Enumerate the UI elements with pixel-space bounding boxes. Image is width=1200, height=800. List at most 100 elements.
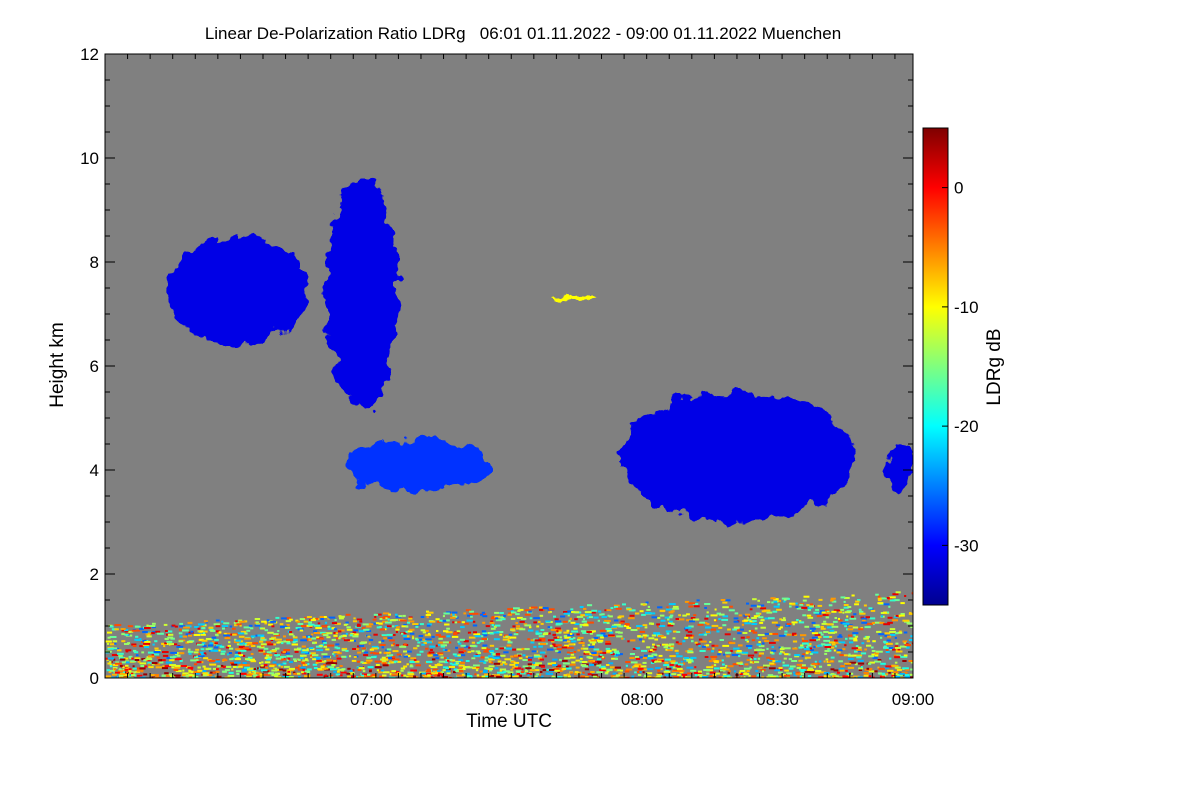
aerosol-pixel [362, 662, 368, 664]
aerosol-pixel [382, 671, 390, 674]
aerosol-pixel [773, 598, 779, 601]
aerosol-pixel [743, 619, 749, 622]
aerosol-pixel [224, 633, 227, 636]
aerosol-pixel [737, 632, 742, 635]
aerosol-pixel [136, 669, 144, 672]
aerosol-pixel [369, 648, 374, 651]
aerosol-pixel [125, 649, 132, 652]
aerosol-pixel [178, 647, 184, 650]
aerosol-pixel [232, 666, 238, 668]
aerosol-pixel [144, 646, 150, 649]
aerosol-pixel [457, 640, 460, 643]
aerosol-pixel [222, 670, 227, 673]
aerosol-pixel [657, 617, 661, 619]
aerosol-pixel [539, 614, 544, 617]
aerosol-pixel [118, 655, 123, 658]
aerosol-pixel [435, 618, 440, 621]
aerosol-pixel [580, 614, 586, 617]
aerosol-pixel [804, 670, 811, 673]
aerosol-pixel [406, 635, 410, 638]
aerosol-pixel [837, 649, 843, 652]
aerosol-pixel [888, 647, 894, 649]
aerosol-pixel [643, 636, 647, 639]
aerosol-pixel [777, 603, 780, 606]
aerosol-pixel [821, 611, 826, 614]
aerosol-pixel [255, 621, 259, 624]
aerosol-pixel [857, 676, 863, 678]
aerosol-pixel [599, 629, 606, 632]
aerosol-pixel [545, 672, 551, 675]
aerosol-pixel [279, 668, 284, 671]
x-tick-label: 07:30 [485, 690, 528, 709]
aerosol-pixel [127, 642, 130, 645]
aerosol-pixel [852, 654, 857, 657]
aerosol-pixel [828, 641, 836, 644]
aerosol-pixel [641, 657, 648, 659]
aerosol-pixel [673, 676, 679, 678]
aerosol-pixel [264, 622, 267, 625]
aerosol-pixel [705, 644, 710, 647]
aerosol-pixel [255, 623, 260, 626]
aerosol-pixel [499, 668, 507, 671]
aerosol-pixel [629, 657, 635, 659]
aerosol-pixel [518, 674, 522, 676]
aerosol-pixel [144, 641, 151, 643]
aerosol-pixel [321, 653, 328, 656]
aerosol-pixel [250, 635, 256, 638]
aerosol-pixel [151, 626, 156, 629]
aerosol-pixel [880, 662, 886, 665]
aerosol-pixel [758, 652, 764, 655]
aerosol-pixel [867, 662, 872, 665]
aerosol-pixel [903, 631, 908, 634]
aerosol-pixel [242, 654, 246, 657]
aerosol-pixel [749, 666, 752, 669]
aerosol-pixel [299, 654, 307, 657]
aerosol-pixel [865, 672, 869, 675]
aerosol-pixel [844, 618, 849, 621]
aerosol-pixel [647, 605, 650, 608]
aerosol-pixel [417, 641, 421, 644]
aerosol-pixel [676, 668, 683, 670]
aerosol-pixel [874, 621, 882, 624]
aerosol-pixel [298, 664, 301, 667]
aerosol-pixel [227, 653, 230, 656]
aerosol-pixel [283, 665, 290, 668]
aerosol-pixel [407, 673, 415, 676]
aerosol-pixel [656, 676, 661, 678]
aerosol-pixel [497, 660, 502, 663]
aerosol-pixel [247, 668, 251, 671]
aerosol-pixel [436, 620, 442, 623]
aerosol-pixel [425, 614, 431, 616]
aerosol-pixel [815, 670, 822, 672]
aerosol-pixel [744, 663, 749, 666]
aerosol-pixel [347, 675, 350, 678]
aerosol-pixel [859, 610, 864, 613]
aerosol-pixel [490, 627, 496, 630]
aerosol-pixel [294, 660, 298, 662]
aerosol-pixel [419, 638, 424, 641]
aerosol-pixel [753, 661, 760, 664]
aerosol-pixel [381, 658, 389, 661]
aerosol-pixel [132, 667, 137, 670]
aerosol-pixel [452, 611, 458, 614]
aerosol-pixel [114, 624, 122, 627]
aerosol-pixel [198, 653, 204, 656]
aerosol-pixel [706, 648, 711, 651]
aerosol-pixel [654, 654, 658, 657]
aerosol-pixel [858, 669, 863, 671]
aerosol-pixel [247, 656, 253, 659]
aerosol-pixel [612, 675, 618, 678]
aerosol-pixel [706, 611, 709, 614]
aerosol-pixel [574, 673, 577, 676]
aerosol-pixel [368, 642, 371, 645]
aerosol-pixel [562, 620, 568, 623]
aerosol-pixel [283, 640, 290, 643]
aerosol-pixel [704, 656, 709, 658]
aerosol-pixel [245, 642, 253, 644]
aerosol-pixel [238, 635, 245, 638]
aerosol-pixel [314, 624, 321, 627]
aerosol-pixel [131, 674, 136, 677]
aerosol-pixel [860, 665, 863, 668]
aerosol-pixel [780, 646, 784, 649]
aerosol-pixel [264, 657, 268, 660]
